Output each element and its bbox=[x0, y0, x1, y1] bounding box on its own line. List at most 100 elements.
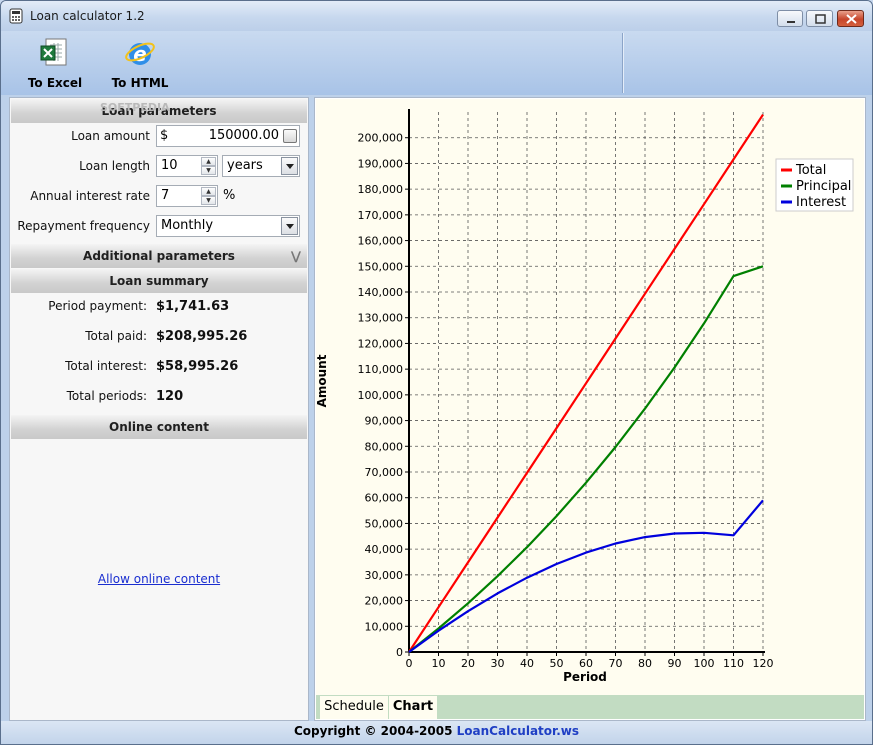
y-tick-label: 60,000 bbox=[365, 492, 404, 505]
x-tick-label: 10 bbox=[432, 657, 446, 670]
website-link[interactable]: LoanCalculator.ws bbox=[456, 724, 580, 738]
to-excel-label: To Excel bbox=[27, 76, 83, 90]
x-tick-label: 50 bbox=[550, 657, 564, 670]
to-excel-button[interactable]: To Excel bbox=[19, 33, 91, 93]
y-tick-label: 40,000 bbox=[365, 543, 404, 556]
y-tick-label: 150,000 bbox=[358, 260, 404, 273]
spin-down-icon[interactable]: ▼ bbox=[201, 196, 216, 205]
legend-label-total: Total bbox=[795, 163, 826, 178]
total-paid-value: $208,995.26 bbox=[156, 329, 248, 344]
title-bar[interactable]: Loan calculator 1.2 bbox=[1, 1, 872, 31]
y-tick-label: 10,000 bbox=[365, 620, 404, 633]
currency-symbol: $ bbox=[160, 128, 169, 143]
loan-amount-input[interactable]: $ 150000.00 bbox=[156, 125, 300, 147]
repayment-frequency-value: Monthly bbox=[161, 218, 214, 233]
total-paid-label: Total paid: bbox=[85, 329, 147, 343]
loan-length-unit-select[interactable]: years bbox=[222, 155, 300, 177]
toolbar: To Excel e To HTML bbox=[1, 31, 872, 95]
close-button[interactable] bbox=[837, 10, 864, 27]
calculator-icon[interactable] bbox=[283, 129, 297, 143]
y-tick-label: 110,000 bbox=[358, 363, 404, 376]
loan-amount-value: 150000.00 bbox=[208, 128, 279, 143]
to-html-button[interactable]: e To HTML bbox=[104, 33, 176, 93]
series-line-total bbox=[408, 113, 764, 653]
interest-rate-value: 7 bbox=[161, 188, 170, 203]
x-tick-label: 90 bbox=[668, 657, 682, 670]
loan-length-value: 10 bbox=[161, 158, 178, 173]
chart-series bbox=[408, 113, 764, 653]
y-tick-labels: 0 10,000 20,000 30,000 40,000 50,000 60,000 70,… bbox=[358, 132, 404, 659]
series-line-interest bbox=[408, 499, 764, 653]
maximize-icon bbox=[815, 14, 826, 24]
period-payment-label: Period payment: bbox=[48, 299, 147, 313]
internet-explorer-icon: e bbox=[125, 42, 155, 66]
maximize-button[interactable] bbox=[806, 10, 833, 27]
status-bar: Copyright © 2004-2005 LoanCalculator.ws bbox=[1, 721, 872, 744]
online-content-title: Online content bbox=[109, 420, 209, 434]
loan-length-unit: years bbox=[227, 158, 263, 173]
x-axis-label: Period bbox=[563, 670, 607, 684]
x-tick-label: 80 bbox=[638, 657, 652, 670]
view-tabs: Schedule Chart bbox=[316, 695, 864, 719]
x-tick-label: 70 bbox=[609, 657, 623, 670]
repayment-frequency-select[interactable]: Monthly bbox=[156, 215, 300, 237]
x-tick-label: 20 bbox=[461, 657, 475, 670]
to-html-label: To HTML bbox=[111, 76, 169, 90]
repayment-frequency-label: Repayment frequency bbox=[17, 219, 150, 233]
y-tick-label: 80,000 bbox=[365, 440, 404, 453]
tab-schedule[interactable]: Schedule bbox=[320, 696, 388, 719]
dropdown-arrow-icon[interactable] bbox=[281, 217, 298, 235]
excel-icon bbox=[40, 38, 67, 66]
loan-chart: 0 10,000 20,000 30,000 40,000 50,000 60,000 70,… bbox=[315, 109, 854, 684]
y-tick-label: 190,000 bbox=[358, 157, 404, 170]
legend-label-principal: Principal bbox=[796, 179, 851, 194]
online-content-header[interactable]: Online content bbox=[11, 415, 307, 439]
additional-parameters-title: Additional parameters bbox=[83, 249, 235, 263]
additional-parameters-header[interactable]: Additional parameters ⋁ bbox=[11, 244, 307, 268]
interest-rate-label: Annual interest rate bbox=[30, 189, 150, 203]
y-tick-label: 200,000 bbox=[358, 132, 404, 145]
chart-area: 0 10,000 20,000 30,000 40,000 50,000 60,000 70,… bbox=[315, 99, 864, 695]
y-tick-label: 170,000 bbox=[358, 209, 404, 222]
y-tick-label: 130,000 bbox=[358, 312, 404, 325]
toolbar-separator bbox=[622, 33, 624, 93]
legend-label-interest: Interest bbox=[796, 195, 846, 210]
spin-down-icon[interactable]: ▼ bbox=[201, 166, 216, 175]
allow-online-content-link[interactable]: Allow online content bbox=[97, 572, 221, 586]
y-tick-label: 50,000 bbox=[365, 517, 404, 530]
y-tick-label: 140,000 bbox=[358, 286, 404, 299]
x-tick-label: 110 bbox=[723, 657, 744, 670]
chart-axes bbox=[405, 109, 765, 656]
total-periods-label: Total periods: bbox=[66, 389, 147, 403]
softpedia-watermark: SOFTPEDIA bbox=[100, 101, 170, 114]
expand-chevron-icon[interactable]: ⋁ bbox=[290, 249, 301, 263]
loan-amount-label: Loan amount bbox=[71, 129, 150, 143]
loan-summary-header[interactable]: Loan summary bbox=[11, 269, 307, 293]
total-interest-label: Total interest: bbox=[65, 359, 147, 373]
loan-length-input[interactable]: 10 ▲ ▼ bbox=[156, 155, 218, 177]
interest-rate-spinner[interactable]: ▲ ▼ bbox=[201, 187, 216, 205]
y-tick-label: 160,000 bbox=[358, 235, 404, 248]
loan-length-label: Loan length bbox=[79, 159, 150, 173]
loan-summary-title: Loan summary bbox=[109, 274, 209, 288]
loan-length-spinner[interactable]: ▲ ▼ bbox=[201, 157, 216, 175]
minimize-button[interactable] bbox=[777, 10, 803, 27]
y-tick-label: 20,000 bbox=[365, 595, 404, 608]
x-tick-labels: 0 10 20 30 40 50 60 70 80 90 100 110 120 bbox=[406, 657, 774, 670]
y-tick-label: 70,000 bbox=[365, 466, 404, 479]
calculator-app-icon bbox=[9, 8, 23, 24]
close-icon bbox=[846, 14, 857, 24]
loan-parameters-header[interactable]: Loan parameters bbox=[11, 99, 307, 123]
tab-chart[interactable]: Chart bbox=[389, 696, 437, 719]
x-tick-label: 0 bbox=[406, 657, 413, 670]
y-tick-label: 90,000 bbox=[365, 415, 404, 428]
interest-rate-input[interactable]: 7 ▲ ▼ bbox=[156, 185, 218, 207]
spin-up-icon[interactable]: ▲ bbox=[201, 187, 216, 196]
x-tick-label: 40 bbox=[520, 657, 534, 670]
spin-up-icon[interactable]: ▲ bbox=[201, 157, 216, 166]
dropdown-arrow-icon[interactable] bbox=[281, 157, 298, 175]
y-axis-label: Amount bbox=[316, 354, 329, 407]
series-line-principal bbox=[408, 265, 764, 653]
